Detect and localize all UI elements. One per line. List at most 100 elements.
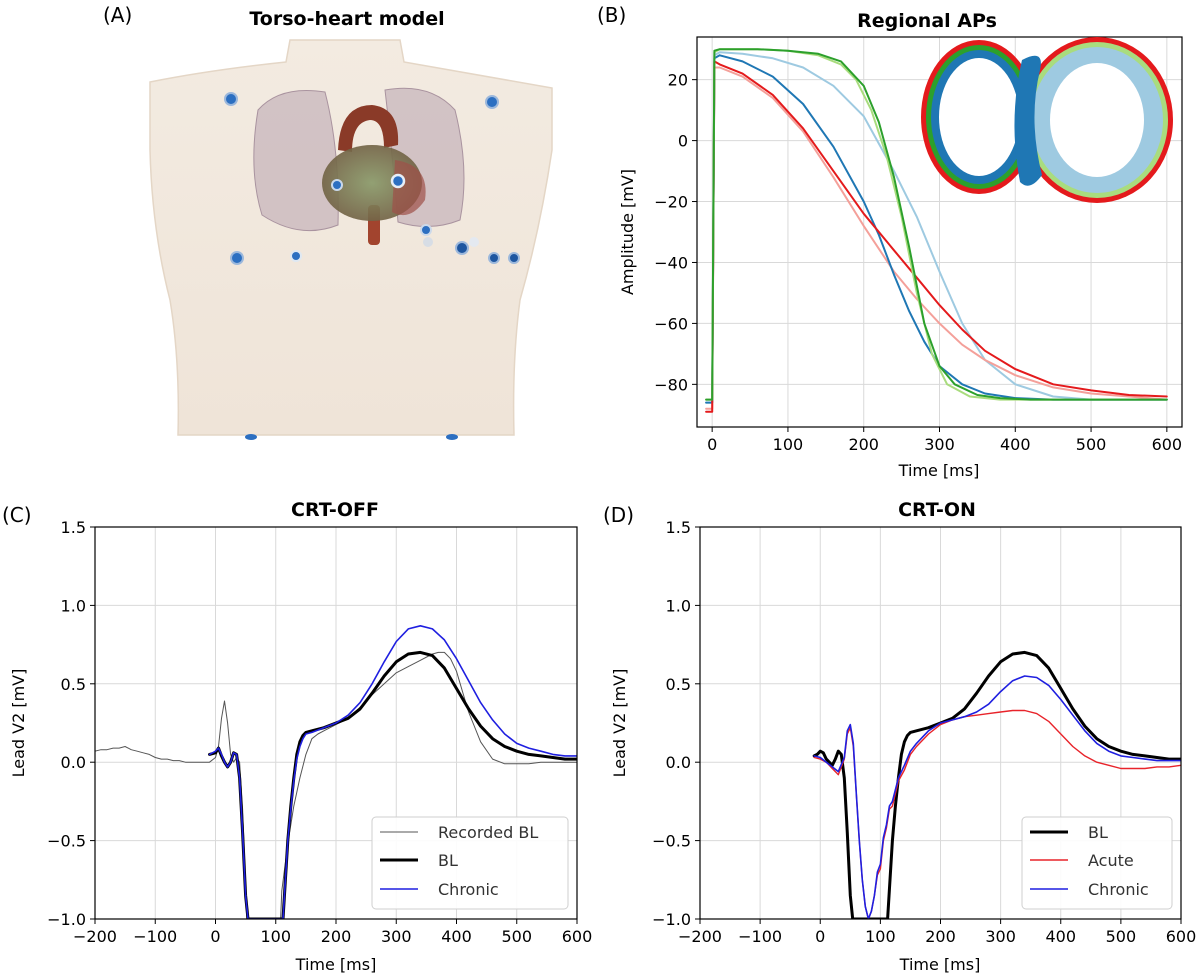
electrode <box>446 434 458 440</box>
aorta <box>338 105 399 152</box>
chart-d-legend-label-acute: Acute <box>1088 851 1134 870</box>
chart-c-frame <box>94 526 578 920</box>
electrode <box>469 237 479 247</box>
y-tick-label: −1.0 <box>652 910 691 929</box>
chart-c-xlabel: Time [ms] <box>295 955 377 974</box>
y-tick-label: 20 <box>668 71 688 90</box>
torso-panel-title: Torso-heart model <box>249 8 444 30</box>
series-line-chronic <box>813 675 1181 919</box>
y-tick-label: 1.0 <box>666 596 691 615</box>
series-line-recorded-bl <box>95 651 577 919</box>
chart-c-xticks: −200 −100 0 100 200 300 400 500 600 <box>73 919 592 946</box>
y-tick-label: −40 <box>654 253 688 272</box>
chart-b-yticks: 20 0 −20 −40 −60 −80 <box>654 71 697 394</box>
x-tick-label: 0 <box>815 927 825 946</box>
chart-c-legend-label-chronic: Chronic <box>438 880 499 899</box>
electrode <box>488 252 500 264</box>
chart-d-ylabel: Lead V2 [mV] <box>610 669 629 778</box>
electrode <box>331 179 343 191</box>
chart-d-series <box>812 650 1181 919</box>
chart-c-ylabel: Lead V2 [mV] <box>9 669 28 778</box>
y-tick-label: 0.5 <box>666 675 691 694</box>
series-line-trace-6 <box>705 48 1168 401</box>
chart-b-ylabel: Amplitude [mV] <box>618 169 637 295</box>
ecg-electrodes <box>224 92 520 440</box>
chart-b-xticks: 0 100 200 300 400 500 600 <box>707 427 1182 454</box>
x-tick-label: 0 <box>707 435 717 454</box>
electrode <box>245 434 257 440</box>
heart-cross-section-inset <box>921 37 1173 203</box>
chart-b-title: Regional APs <box>857 10 997 32</box>
chart-b: Regional APs 0 100 200 300 400 500 600 200−20−… <box>618 10 1183 480</box>
x-tick-label: −200 <box>73 927 117 946</box>
electrode <box>423 237 433 247</box>
x-tick-label: 500 <box>501 927 532 946</box>
x-tick-label: 400 <box>1045 927 1076 946</box>
chart-d-legend-label-chronic: Chronic <box>1088 880 1149 899</box>
chart-d-yticks: 1.5 1.0 0.5 0.0 −0.5 −1.0 <box>652 518 700 929</box>
inset-rv-cavity <box>939 58 1019 176</box>
x-tick-label: 100 <box>773 435 804 454</box>
chart-d-legend: BL Acute Chronic <box>1021 816 1173 910</box>
chart-c-yticks: 1.5 1.0 0.5 0.0 −0.5 −1.0 <box>47 518 95 929</box>
x-tick-label: −100 <box>738 927 782 946</box>
chart-b-series <box>705 48 1168 413</box>
electrode <box>290 250 302 262</box>
x-tick-label: 300 <box>381 927 412 946</box>
x-tick-label: 600 <box>562 927 593 946</box>
chart-c-legend: Recorded BL BL Chronic <box>371 816 569 910</box>
heart-right-chamber <box>392 160 426 216</box>
panel-label-b: (B) <box>597 3 626 27</box>
x-tick-label: 0 <box>210 927 220 946</box>
chart-d-legend-label-bl: BL <box>1088 823 1108 842</box>
x-tick-label: −100 <box>133 927 177 946</box>
chart-d-xlabel: Time [ms] <box>899 955 981 974</box>
chart-b-xlabel: Time [ms] <box>898 461 980 480</box>
y-tick-label: 0 <box>678 132 688 151</box>
x-tick-label: 500 <box>1106 927 1137 946</box>
left-lung <box>253 89 339 232</box>
series-line-chronic <box>208 624 577 919</box>
electrode <box>230 251 244 265</box>
x-tick-label: 600 <box>1152 435 1183 454</box>
series-line-bl <box>812 650 1181 919</box>
x-tick-label: 500 <box>1076 435 1107 454</box>
x-tick-label: 200 <box>925 927 956 946</box>
torso-panel: Torso-heart model <box>149 8 553 440</box>
panel-label-d: (D) <box>603 503 634 527</box>
y-tick-label: −60 <box>654 314 688 333</box>
y-tick-label: 0.0 <box>666 753 691 772</box>
chart-c: CRT-OFF −200 −100 0 100 200 300 400 500 600 1.51… <box>9 499 592 974</box>
y-tick-label: 1.0 <box>61 596 86 615</box>
y-tick-label: 1.5 <box>61 518 86 537</box>
electrode <box>390 173 406 189</box>
electrode <box>508 252 520 264</box>
y-tick-label: −0.5 <box>47 832 86 851</box>
chart-d: CRT-ON −200 −100 0 100 200 300 400 500 600 1.51.… <box>610 499 1196 974</box>
y-tick-label: 0.5 <box>61 675 86 694</box>
inset-lv-cavity <box>1050 63 1144 177</box>
chart-d-title: CRT-ON <box>898 499 976 521</box>
x-tick-label: 600 <box>1166 927 1197 946</box>
y-tick-label: −0.5 <box>652 832 691 851</box>
y-tick-label: −20 <box>654 193 688 212</box>
x-tick-label: 100 <box>260 927 291 946</box>
electrode <box>224 92 238 106</box>
series-line-trace-2 <box>705 66 1168 410</box>
chart-d-legend-box <box>1021 816 1173 910</box>
chart-d-frame <box>699 526 1182 920</box>
x-tick-label: 100 <box>865 927 896 946</box>
electrode <box>420 224 432 236</box>
x-tick-label: −200 <box>678 927 722 946</box>
y-tick-label: 0.0 <box>61 753 86 772</box>
chart-b-frame <box>696 36 1183 428</box>
series-line-trace-4 <box>705 60 1168 413</box>
chart-c-legend-box <box>371 816 569 910</box>
chart-c-title: CRT-OFF <box>291 499 379 521</box>
series-line-trace-1 <box>705 51 1168 404</box>
x-tick-label: 200 <box>321 927 352 946</box>
x-tick-label: 300 <box>924 435 955 454</box>
panel-label-c: (C) <box>2 503 32 527</box>
x-tick-label: 300 <box>985 927 1016 946</box>
